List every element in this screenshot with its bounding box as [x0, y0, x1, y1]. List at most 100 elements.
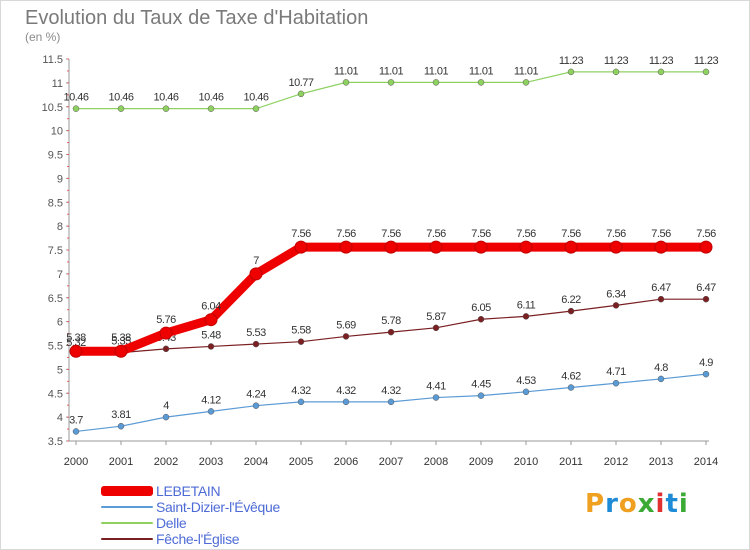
data-point: [612, 302, 620, 309]
data-point: [519, 240, 533, 254]
data-point: [384, 240, 398, 254]
chart-title: Evolution du Taux de Taxe d'Habitation: [25, 7, 369, 29]
data-point: [114, 344, 128, 358]
x-tick-label: 2001: [109, 456, 133, 468]
data-point: [387, 398, 395, 406]
data-label: 4.24: [246, 389, 266, 401]
data-label: 10.46: [198, 92, 223, 104]
data-label: 10.77: [288, 77, 313, 89]
data-label: 10.46: [108, 92, 133, 104]
data-label: 4.71: [606, 366, 626, 378]
data-label: 4.32: [291, 385, 311, 397]
data-label: 10.46: [153, 92, 178, 104]
data-label: 3.7: [69, 414, 83, 426]
data-point: [159, 326, 173, 340]
data-point: [564, 240, 578, 254]
data-label: 7.56: [651, 228, 671, 240]
y-tick-label: 10: [51, 126, 63, 138]
data-label: 5.32: [66, 337, 86, 349]
data-label: 11.01: [469, 65, 494, 77]
proxiti-logo: Proxiti: [585, 489, 689, 519]
data-label: 6.47: [696, 282, 716, 294]
logo-letter: i: [678, 489, 689, 519]
y-tick-label: 10.5: [42, 102, 63, 114]
data-label: 4.32: [381, 385, 401, 397]
data-point: [69, 344, 83, 358]
data-label: 7.56: [336, 228, 356, 240]
logo-letter: r: [605, 489, 619, 519]
x-tick-label: 2006: [334, 456, 358, 468]
data-label: 4.12: [201, 394, 221, 406]
data-label: 7.56: [381, 228, 401, 240]
data-point: [162, 105, 170, 112]
data-label: 5.53: [246, 327, 266, 339]
data-point: [522, 388, 530, 396]
chart-legend: LEBETAIN Saint-Dizier-l'Évêque Delle Fêche-…: [101, 483, 280, 547]
data-label: 4.62: [561, 371, 581, 383]
x-tick-label: 2008: [424, 456, 448, 468]
data-point: [522, 313, 530, 320]
data-point: [699, 240, 713, 254]
x-tick-label: 2009: [469, 456, 493, 468]
data-point: [657, 295, 665, 303]
data-point: [609, 240, 623, 254]
legend-swatch: [101, 506, 153, 508]
data-point: [432, 324, 440, 332]
data-point: [207, 105, 215, 112]
data-point: [342, 79, 350, 86]
data-label: 11.23: [604, 55, 629, 67]
data-point: [432, 79, 440, 86]
data-label: 4.32: [336, 385, 356, 397]
data-label: 10.46: [243, 92, 268, 104]
legend-label: Delle: [156, 515, 187, 531]
legend-item: Saint-Dizier-l'Évêque: [101, 499, 280, 515]
data-point: [297, 90, 305, 98]
data-label: 4.45: [471, 379, 491, 391]
data-label: 6.04: [201, 301, 221, 313]
data-point: [297, 338, 305, 345]
data-label: 7.56: [471, 228, 491, 240]
data-label: 5.69: [336, 319, 356, 331]
y-tick-label: 11.5: [42, 54, 63, 66]
data-point: [162, 413, 170, 421]
y-tick-label: 6.5: [48, 293, 63, 305]
data-point: [702, 295, 710, 303]
data-label: 7.56: [291, 228, 311, 240]
data-label: 6.11: [517, 299, 536, 311]
x-tick-label: 2012: [604, 456, 628, 468]
data-label: 5.78: [381, 315, 401, 327]
logo-letter: o: [618, 489, 638, 519]
data-point: [522, 79, 530, 86]
data-point: [72, 105, 80, 112]
y-tick-label: 7: [57, 269, 63, 281]
data-label: 5.87: [426, 311, 446, 323]
data-label: 6.22: [561, 294, 581, 306]
data-point: [657, 68, 665, 76]
logo-letter: i: [655, 489, 666, 519]
data-label: 6.47: [651, 282, 671, 294]
data-label: 4: [163, 400, 169, 412]
y-tick-label: 5.5: [48, 341, 63, 353]
data-label: 10.46: [63, 92, 88, 104]
data-point: [567, 384, 575, 391]
data-label: 6.05: [471, 302, 491, 314]
legend-item: LEBETAIN: [101, 483, 280, 499]
legend-item: Delle: [101, 515, 280, 531]
data-point: [702, 68, 710, 76]
data-point: [117, 422, 125, 430]
data-point: [207, 343, 215, 350]
data-label: 7.56: [561, 228, 581, 240]
data-point: [654, 240, 668, 254]
data-point: [297, 398, 305, 406]
logo-letter: x: [637, 489, 656, 519]
data-point: [72, 428, 80, 435]
y-tick-label: 7.5: [48, 245, 63, 257]
x-tick-label: 2010: [514, 456, 538, 468]
data-point: [117, 105, 125, 112]
data-point: [477, 79, 485, 86]
data-point: [612, 379, 620, 387]
data-point: [204, 313, 218, 327]
y-tick-label: 9: [57, 173, 63, 185]
y-tick-label: 4.5: [48, 388, 63, 400]
